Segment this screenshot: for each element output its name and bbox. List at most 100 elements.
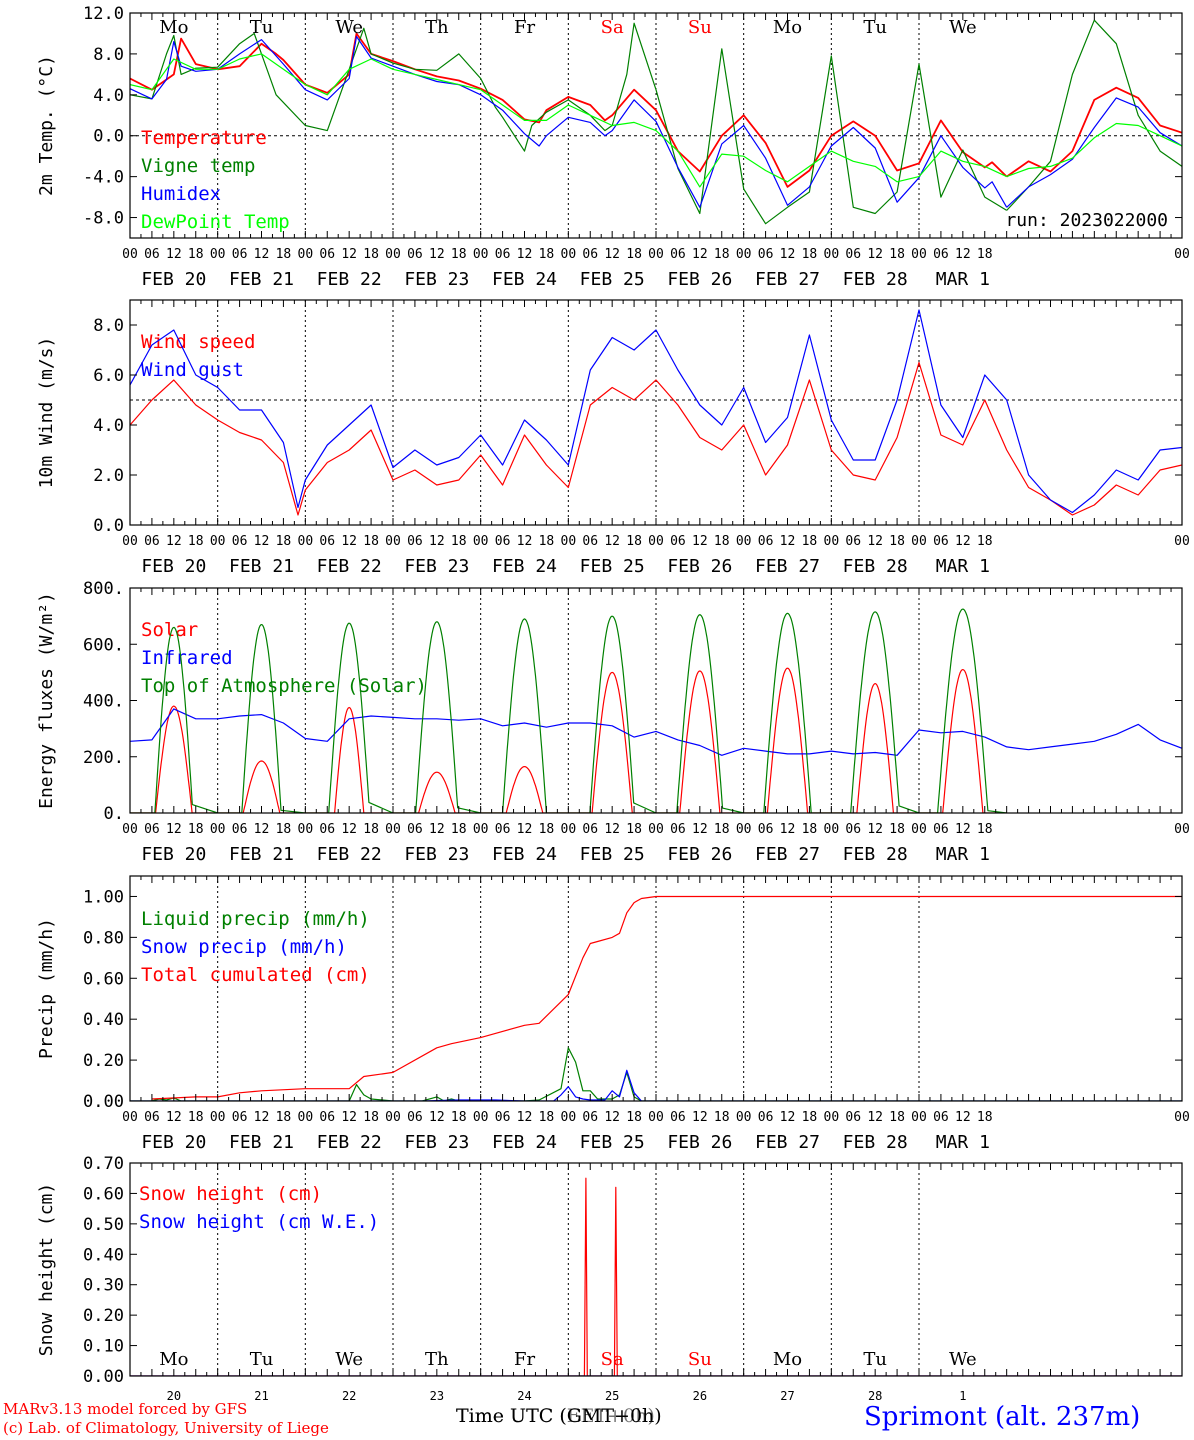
date-label: FEB 27 — [755, 1132, 820, 1153]
date-label: FEB 24 — [492, 269, 557, 290]
day-label: Su — [688, 17, 712, 38]
hour-label: 06 — [495, 247, 511, 262]
hour-label: 18 — [626, 247, 642, 262]
hour-label: 12 — [692, 822, 708, 837]
series-line-total-cumulated-cm- — [151, 895, 1182, 1100]
date-label: FEB 24 — [492, 844, 557, 865]
y-tick-label: 600. — [83, 635, 124, 655]
day-number-label: 23 — [430, 1389, 444, 1403]
hour-label: 12 — [955, 822, 971, 837]
day-number-label: 21 — [254, 1389, 268, 1403]
y-axis-label: Precip (mm/h) — [36, 918, 57, 1059]
hour-label: 00 — [911, 1110, 927, 1125]
hour-label: 06 — [232, 1110, 248, 1125]
date-label: FEB 20 — [141, 269, 206, 290]
hour-label: 00 — [473, 534, 489, 549]
date-label: FEB 24 — [492, 556, 557, 577]
hour-label: 18 — [714, 1110, 730, 1125]
hour-label: 00 — [1174, 822, 1190, 837]
date-label: FEB 28 — [843, 1132, 908, 1153]
hour-label: 00 — [911, 247, 927, 262]
hour-label: 06 — [670, 1110, 686, 1125]
y-axis-label: Snow height (cm) — [36, 1183, 57, 1356]
hour-label: 18 — [802, 822, 818, 837]
y-tick-label: 200. — [83, 748, 124, 768]
hour-label: 06 — [758, 1110, 774, 1125]
hour-label: 18 — [714, 534, 730, 549]
hour-label: 18 — [977, 1110, 993, 1125]
y-tick-label: 0.00 — [83, 1092, 124, 1112]
legend-entry: Wind gust — [141, 359, 244, 381]
hour-label: 06 — [232, 247, 248, 262]
y-tick-label: 0.30 — [83, 1276, 124, 1296]
hour-label: 00 — [648, 247, 664, 262]
day-label: Th — [425, 1349, 449, 1370]
hour-label: 18 — [889, 1110, 905, 1125]
y-tick-label: 1.00 — [83, 887, 124, 907]
series-line-liquid-precip-mm-h- — [130, 1047, 1182, 1101]
legend-entry: Solar — [141, 619, 198, 641]
hour-label: 00 — [122, 1110, 138, 1125]
series-line-humidex — [1006, 97, 1182, 208]
hour-label: 18 — [889, 247, 905, 262]
date-label: MAR 1 — [936, 556, 990, 577]
legend-entry: Temperature — [141, 127, 267, 149]
hour-label: 06 — [758, 247, 774, 262]
y-tick-label: 0.0 — [93, 127, 124, 147]
y-tick-label: 0.40 — [83, 1245, 124, 1265]
date-label: FEB 23 — [404, 1132, 469, 1153]
hour-label: 06 — [407, 822, 423, 837]
run-annotation: run: 2023022000 — [1005, 210, 1168, 231]
date-label: MAR 1 — [936, 269, 990, 290]
hour-label: 00 — [385, 247, 401, 262]
hour-label: 18 — [451, 247, 467, 262]
hour-label: 12 — [517, 534, 533, 549]
hour-label: 00 — [473, 822, 489, 837]
date-label: FEB 20 — [141, 844, 206, 865]
date-label: FEB 21 — [229, 844, 294, 865]
y-tick-label: -8.0 — [83, 209, 124, 229]
hour-label: 06 — [670, 822, 686, 837]
day-number-label: 22 — [342, 1389, 356, 1403]
hour-label: 18 — [539, 1110, 555, 1125]
hour-label: 12 — [867, 1110, 883, 1125]
x-axis-title-b: Time UTC (EET+0h) — [456, 1405, 655, 1427]
day-number-label: 24 — [517, 1389, 531, 1403]
hour-label: 00 — [298, 247, 314, 262]
hour-label: 06 — [144, 247, 160, 262]
hour-label: 06 — [319, 534, 335, 549]
date-label: FEB 22 — [317, 1132, 382, 1153]
y-tick-label: 0.10 — [83, 1337, 124, 1357]
date-label: FEB 20 — [141, 1132, 206, 1153]
hour-label: 00 — [736, 1110, 752, 1125]
day-label: Tu — [250, 17, 274, 38]
y-tick-label: 12.0 — [83, 4, 124, 24]
day-label: Mo — [159, 1349, 188, 1370]
hour-label: 06 — [407, 1110, 423, 1125]
hour-label: 06 — [319, 1110, 335, 1125]
hour-label: 18 — [977, 534, 993, 549]
hour-label: 18 — [626, 1110, 642, 1125]
hour-label: 18 — [539, 822, 555, 837]
date-label: MAR 1 — [936, 844, 990, 865]
hour-label: 12 — [429, 1110, 445, 1125]
date-label: FEB 27 — [755, 269, 820, 290]
legend-entry: Liquid precip (mm/h) — [141, 908, 370, 930]
y-tick-label: 6.0 — [93, 366, 124, 386]
day-label: We — [335, 1349, 363, 1370]
y-tick-label: 0.60 — [83, 969, 124, 989]
hour-label: 06 — [582, 822, 598, 837]
hour-label: 06 — [758, 534, 774, 549]
legend-entry: Snow precip (mm/h) — [141, 936, 347, 958]
day-label: Fr — [514, 1349, 535, 1370]
hour-label: 18 — [802, 534, 818, 549]
hour-label: 00 — [736, 822, 752, 837]
day-label: We — [949, 17, 977, 38]
y-axis-label: Energy fluxes (W/m²) — [36, 592, 57, 809]
hour-label: 12 — [517, 822, 533, 837]
hour-label: 18 — [363, 1110, 379, 1125]
hour-label: 12 — [254, 1110, 270, 1125]
date-label: FEB 28 — [843, 556, 908, 577]
hour-label: 12 — [254, 247, 270, 262]
legend-entry: Vigne temp — [141, 155, 255, 177]
